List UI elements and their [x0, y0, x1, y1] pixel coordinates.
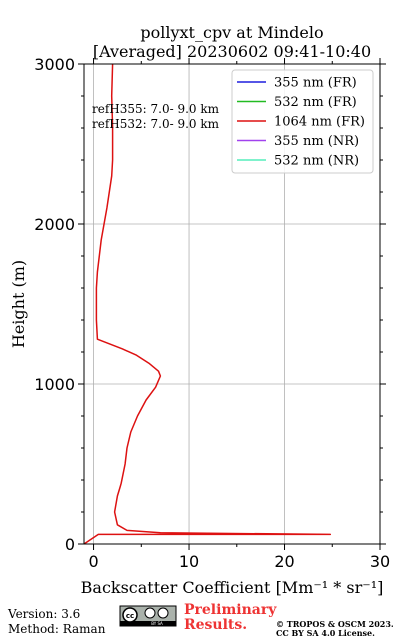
legend-label: 355 nm (FR)	[274, 76, 357, 91]
x-tick-label: 10	[179, 552, 199, 571]
chart-title-line-2: [Averaged] 20230602 09:41-10:40	[93, 42, 371, 61]
version-text: Version: 3.6	[8, 607, 81, 621]
x-axis-label: Backscatter Coefficient [Mm⁻¹ * sr⁻¹]	[81, 578, 384, 597]
cc-icon	[122, 607, 138, 623]
preliminary-line-1: Preliminary	[184, 602, 277, 618]
by-icon	[144, 607, 156, 619]
y-tick-label: 3000	[34, 55, 75, 74]
legend: 355 nm (FR) 532 nm (FR) 1064 nm (FR) 355 nm…	[231, 69, 374, 174]
copyright-line-2: CC BY SA 4.0 License.	[276, 628, 375, 638]
y-axis-label: Height (m)	[9, 260, 28, 348]
legend-label: 532 nm (NR)	[274, 154, 359, 169]
method-text: Method: Raman	[8, 622, 106, 636]
y-tick-label: 2000	[34, 215, 75, 234]
cc-icon-glyph: cc	[126, 612, 134, 620]
cc-license-badge[interactable]: cc BY SA	[119, 605, 177, 627]
sa-icon	[157, 607, 169, 619]
x-tick-label: 30	[370, 552, 390, 571]
cc-badge-strip	[120, 621, 176, 626]
annotation-refh355: refH355: 7.0- 9.0 km	[92, 102, 220, 116]
copyright-line-1: © TROPOS & OSCM 2023.	[276, 619, 394, 629]
series-line-2	[83, 63, 332, 545]
y-tick-label: 1000	[34, 375, 75, 394]
chart-title-line-1: pollyxt_cpv at Mindelo	[140, 23, 323, 42]
x-tick-label: 20	[274, 552, 294, 571]
legend-frame	[231, 69, 374, 174]
cc-badge-label: BY SA	[151, 621, 163, 626]
axis-ticks: 0 10 20 30 0 1000 2000 3000	[34, 55, 390, 571]
annotation-refh532: refH532: 7.0- 9.0 km	[92, 117, 220, 131]
plot-frame	[83, 63, 381, 545]
legend-label: 532 nm (FR)	[274, 95, 357, 110]
y-tick-label: 0	[65, 535, 75, 554]
x-tick-label: 0	[88, 552, 98, 571]
legend-label: 355 nm (NR)	[274, 134, 359, 149]
preliminary-line-2: Results.	[184, 617, 248, 633]
legend-label: 1064 nm (FR)	[274, 115, 365, 130]
series-lines	[83, 63, 332, 545]
